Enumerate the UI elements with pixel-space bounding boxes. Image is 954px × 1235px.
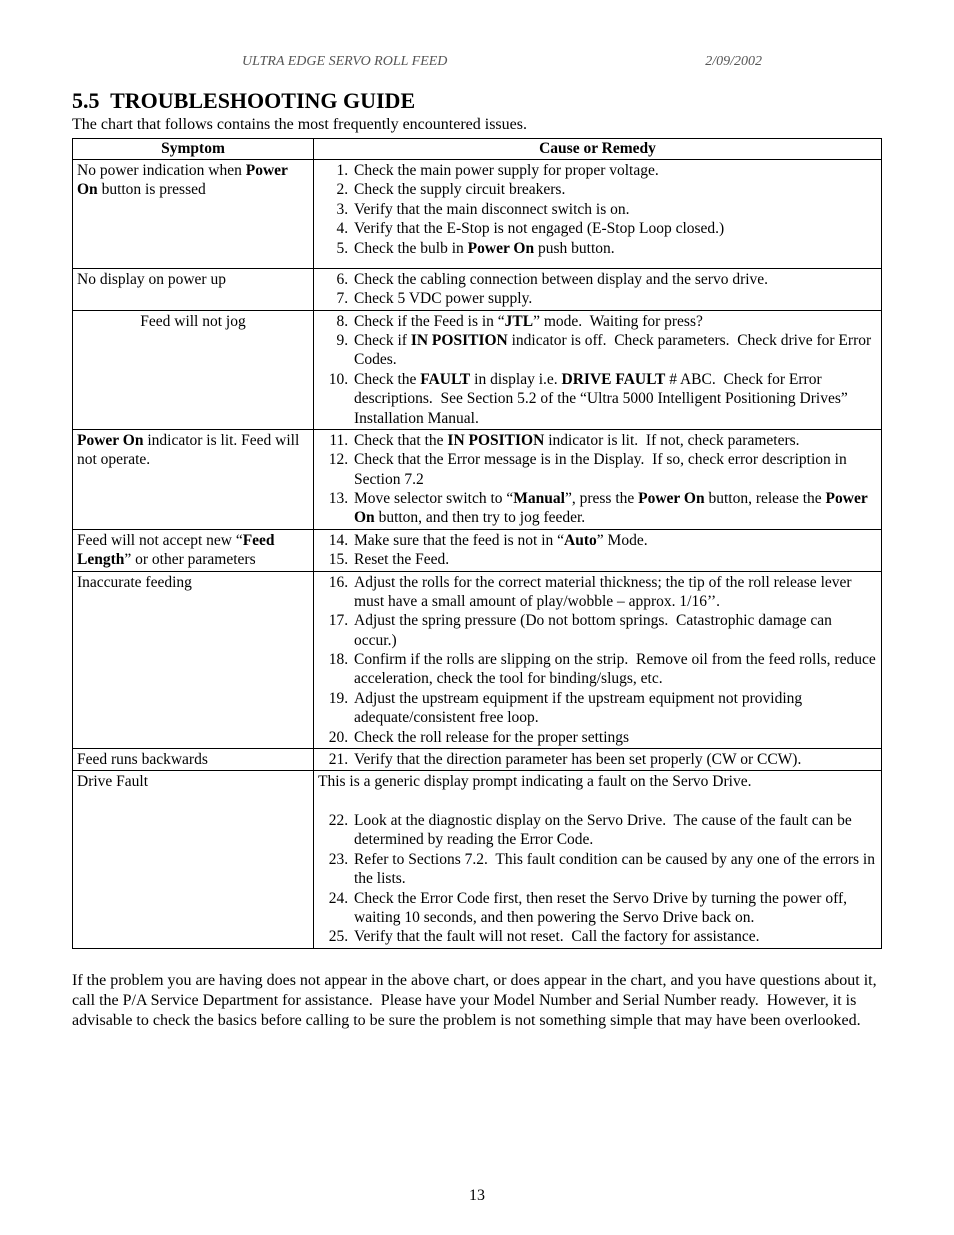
- remedy-preface: This is a generic display prompt indicat…: [318, 772, 877, 811]
- table-row: No display on power up Check the cabling …: [73, 268, 882, 310]
- page: ULTRA EDGE SERVO ROLL FEED 2/09/2002 5.5…: [0, 0, 954, 1235]
- remedy-cell: Check the cabling connection between dis…: [314, 268, 882, 310]
- remedy-item: Check the Error Code first, then reset t…: [352, 889, 877, 928]
- symptom-cell: Drive Fault: [73, 771, 314, 948]
- remedy-list: Look at the diagnostic display on the Se…: [318, 811, 877, 947]
- table-row: No power indication when Power On button…: [73, 160, 882, 269]
- remedy-item: Verify that the main disconnect switch i…: [352, 200, 877, 219]
- col-header-remedy: Cause or Remedy: [314, 139, 882, 160]
- remedy-item: Confirm if the rolls are slipping on the…: [352, 650, 877, 689]
- remedy-item: Move selector switch to “Manual”, press …: [352, 489, 877, 528]
- header-right: 2/09/2002: [705, 54, 762, 70]
- remedy-list: Make sure that the feed is not in “Auto”…: [318, 531, 877, 570]
- remedy-item: Check the FAULT in display i.e. DRIVE FA…: [352, 370, 877, 428]
- remedy-item: Adjust the rolls for the correct materia…: [352, 573, 877, 612]
- remedy-item: Check the supply circuit breakers.: [352, 180, 877, 199]
- section-intro: The chart that follows contains the most…: [72, 116, 882, 134]
- running-header: ULTRA EDGE SERVO ROLL FEED 2/09/2002: [72, 54, 882, 70]
- table-row: Feed runs backwards Verify that the direc…: [73, 748, 882, 770]
- symptom-cell: Power On indicator is lit. Feed will not…: [73, 429, 314, 529]
- header-left: ULTRA EDGE SERVO ROLL FEED: [242, 54, 447, 70]
- remedy-list: Check the cabling connection between dis…: [318, 270, 877, 309]
- section-number: 5.5: [72, 88, 100, 113]
- remedy-item: Check 5 VDC power supply.: [352, 289, 877, 308]
- remedy-list: Check that the IN POSITION indicator is …: [318, 431, 877, 528]
- remedy-item: Verify that the E-Stop is not engaged (E…: [352, 219, 877, 238]
- symptom-cell: Feed will not jog: [73, 310, 314, 429]
- remedy-cell: Check the main power supply for proper v…: [314, 160, 882, 269]
- symptom-cell: Feed runs backwards: [73, 748, 314, 770]
- closing-paragraph: If the problem you are having does not a…: [72, 971, 882, 1031]
- table-row: Drive FaultThis is a generic display pro…: [73, 771, 882, 948]
- remedy-cell: This is a generic display prompt indicat…: [314, 771, 882, 948]
- troubleshooting-table: Symptom Cause or Remedy No power indicat…: [72, 138, 882, 949]
- remedy-item: Make sure that the feed is not in “Auto”…: [352, 531, 877, 550]
- remedy-cell: Check if the Feed is in “JTL” mode. Wait…: [314, 310, 882, 429]
- remedy-item: Check the roll release for the proper se…: [352, 728, 877, 747]
- table-row: Feed will not accept new “Feed Length” o…: [73, 529, 882, 571]
- remedy-cell: Verify that the direction parameter has …: [314, 748, 882, 770]
- symptom-cell: Feed will not accept new “Feed Length” o…: [73, 529, 314, 571]
- remedy-item: Verify that the direction parameter has …: [352, 750, 877, 769]
- remedy-cell: Make sure that the feed is not in “Auto”…: [314, 529, 882, 571]
- remedy-item: Check the bulb in Power On push button.: [352, 239, 877, 258]
- remedy-list: Verify that the direction parameter has …: [318, 750, 877, 769]
- remedy-cell: Check that the IN POSITION indicator is …: [314, 429, 882, 529]
- remedy-item: Adjust the upstream equipment if the ups…: [352, 689, 877, 728]
- remedy-cell: Adjust the rolls for the correct materia…: [314, 571, 882, 748]
- remedy-item: Verify that the fault will not reset. Ca…: [352, 927, 877, 946]
- remedy-item: Check the main power supply for proper v…: [352, 161, 877, 180]
- symptom-cell: Inaccurate feeding: [73, 571, 314, 748]
- remedy-item: Check that the Error message is in the D…: [352, 450, 877, 489]
- remedy-item: Check the cabling connection between dis…: [352, 270, 877, 289]
- remedy-item: Check if IN POSITION indicator is off. C…: [352, 331, 877, 370]
- remedy-list: Adjust the rolls for the correct materia…: [318, 573, 877, 747]
- remedy-item: Adjust the spring pressure (Do not botto…: [352, 611, 877, 650]
- col-header-symptom: Symptom: [73, 139, 314, 160]
- section-title: TROUBLESHOOTING GUIDE: [110, 88, 415, 113]
- section-heading: 5.5 TROUBLESHOOTING GUIDE: [72, 88, 882, 114]
- symptom-cell: No display on power up: [73, 268, 314, 310]
- table-row: Inaccurate feeding Adjust the rolls for t…: [73, 571, 882, 748]
- remedy-list: Check if the Feed is in “JTL” mode. Wait…: [318, 312, 877, 428]
- remedy-item: Refer to Sections 7.2. This fault condit…: [352, 850, 877, 889]
- symptom-cell: No power indication when Power On button…: [73, 160, 314, 269]
- table-row: Power On indicator is lit. Feed will not…: [73, 429, 882, 529]
- remedy-item: Reset the Feed.: [352, 550, 877, 569]
- table-header-row: Symptom Cause or Remedy: [73, 139, 882, 160]
- remedy-list: Check the main power supply for proper v…: [318, 161, 877, 258]
- remedy-item: Check that the IN POSITION indicator is …: [352, 431, 877, 450]
- table-row: Feed will not jog Check if the Feed is in…: [73, 310, 882, 429]
- remedy-item: Look at the diagnostic display on the Se…: [352, 811, 877, 850]
- page-number: 13: [0, 1187, 954, 1205]
- remedy-item: Check if the Feed is in “JTL” mode. Wait…: [352, 312, 877, 331]
